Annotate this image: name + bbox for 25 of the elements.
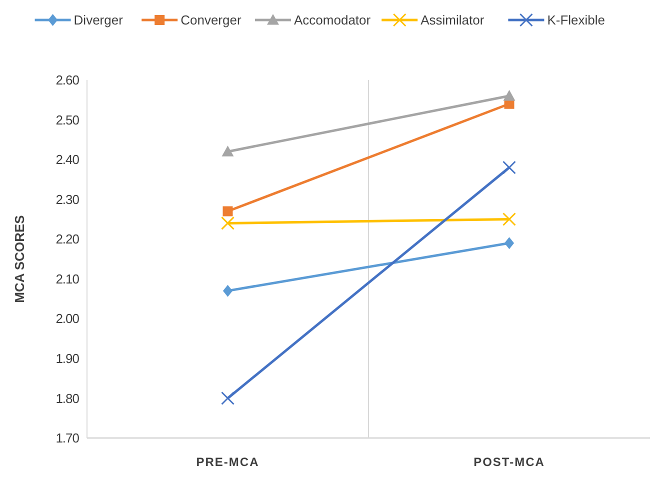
x-tick-label: POST-MCA [474,455,545,469]
x-tick-label: PRE-MCA [196,455,260,469]
y-tick-label: 2.40 [56,152,80,168]
y-tick-label: 2.10 [56,271,80,286]
legend-label: Accomodator [294,12,372,28]
y-tick-label: 2.60 [56,72,80,88]
legend-label: Diverger [74,12,124,28]
legend-label: Converger [180,12,242,28]
y-tick-label: 1.90 [56,350,80,366]
point [221,216,234,230]
legend-label: K-Flexible [547,12,605,28]
point [504,237,514,250]
y-axis-title: MCA SCORES [12,214,27,303]
y-tick-label: 1.80 [56,390,80,406]
y-tick-label: 1.70 [56,430,80,446]
y-tick-label: 2.20 [56,232,80,247]
point [222,284,233,297]
y-tick-label: 2.50 [56,112,80,128]
legend-label: Assimilator [420,12,485,28]
point [502,160,516,174]
point [222,206,233,216]
point [502,212,516,226]
y-tick-label: 2.00 [56,311,80,326]
point [221,391,234,405]
y-tick-label: 2.30 [56,192,80,207]
